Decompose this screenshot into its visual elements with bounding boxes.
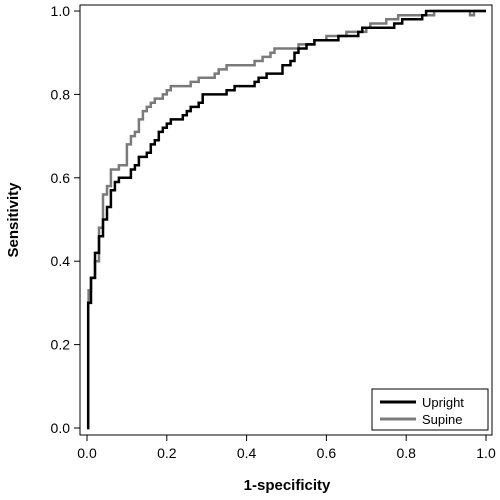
y-axis-title: Sensitivity bbox=[5, 182, 22, 258]
x-tick-label: 1.0 bbox=[476, 445, 496, 461]
x-tick-label: 0.0 bbox=[77, 445, 97, 461]
legend-label-supine: Supine bbox=[422, 412, 462, 427]
x-tick-label: 0.2 bbox=[157, 445, 177, 461]
x-axis-title: 1-specificity bbox=[244, 477, 331, 494]
x-tick-label: 0.8 bbox=[396, 445, 416, 461]
y-tick-label: 0.6 bbox=[51, 170, 71, 186]
series-line-upright bbox=[86, 9, 486, 430]
legend-box bbox=[371, 388, 489, 431]
y-tick-label: 0.4 bbox=[51, 253, 71, 269]
y-tick-label: 0.8 bbox=[51, 86, 71, 102]
series-layer bbox=[86, 9, 486, 430]
x-tick-label: 0.4 bbox=[237, 445, 257, 461]
plot-frame bbox=[79, 4, 493, 436]
y-tick-label: 1.0 bbox=[51, 3, 71, 19]
y-tick-label: 0.2 bbox=[51, 337, 71, 353]
axis-layer: 0.0 0.2 0.4 0.6 0.8 1.0 0.0 0.2 0.4 0.6 0.8 1.0 bbox=[51, 3, 496, 461]
legend: Upright Supine bbox=[371, 388, 489, 431]
y-tick-label: 0.0 bbox=[51, 420, 71, 436]
x-tick-label: 0.6 bbox=[317, 445, 337, 461]
legend-label-upright: Upright bbox=[422, 395, 464, 410]
